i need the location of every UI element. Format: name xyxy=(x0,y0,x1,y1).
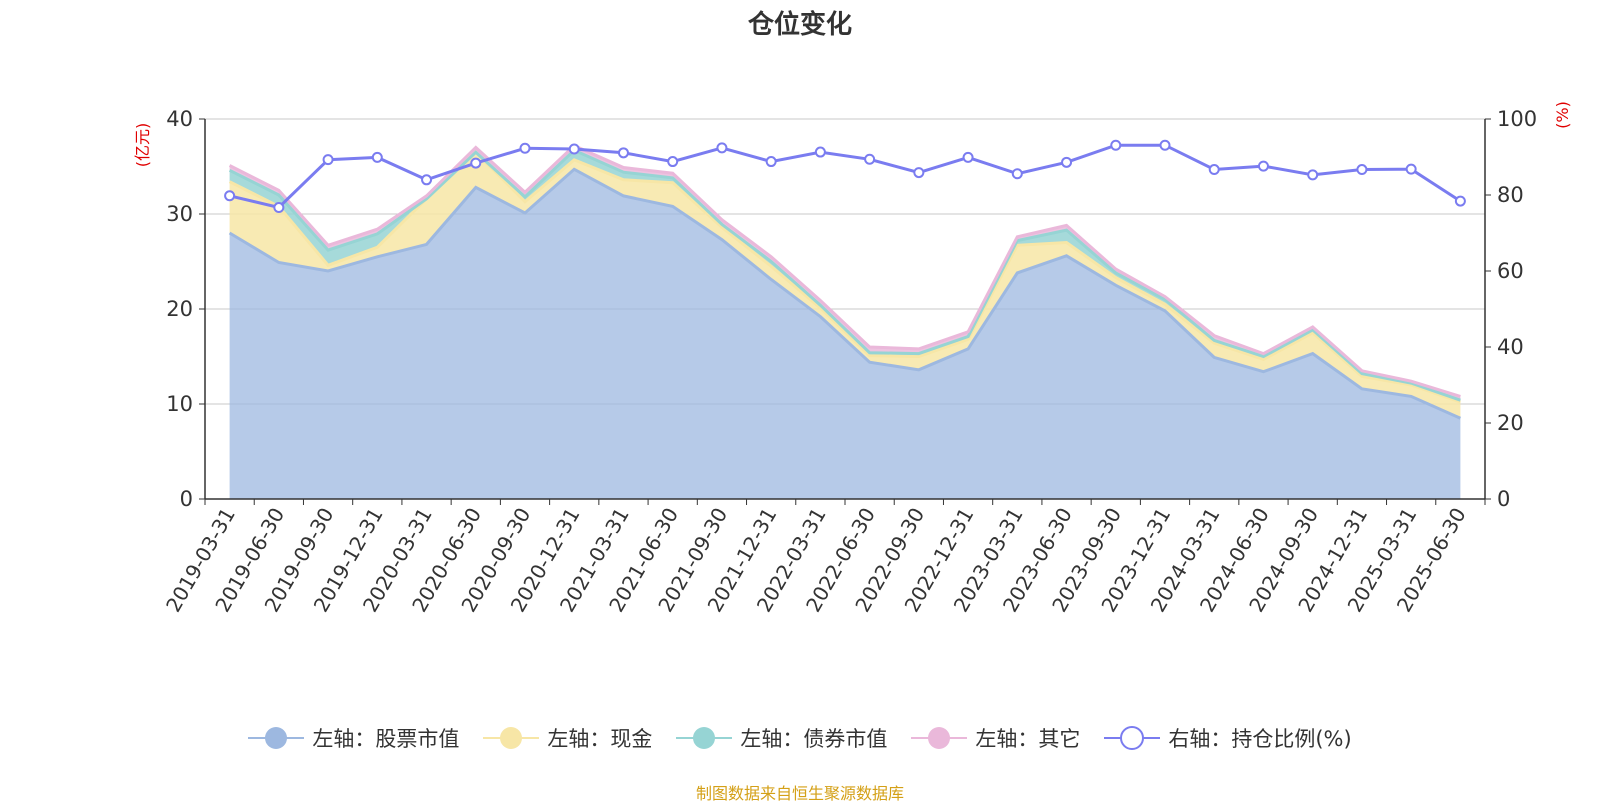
area-0 xyxy=(229,169,1461,500)
legend-label: 左轴：股票市值 xyxy=(312,727,460,751)
chart-title: 仓位变化 xyxy=(747,10,852,40)
right-tick-label: 20 xyxy=(1497,411,1524,435)
left-axis-unit: (亿元) xyxy=(133,123,152,168)
legend-item[interactable]: 左轴：其它 xyxy=(911,723,1080,753)
legend-item[interactable]: 左轴：债券市值 xyxy=(676,723,887,753)
ratio-point xyxy=(1454,195,1466,207)
legend-symbol-icon xyxy=(248,727,305,749)
ratio-line xyxy=(229,143,1462,210)
right-tick-label: 40 xyxy=(1497,335,1524,359)
ratio-point xyxy=(1307,169,1319,181)
ratio-point xyxy=(667,156,679,168)
ratio-point xyxy=(519,142,531,154)
ratio-point xyxy=(617,147,629,159)
ratio-point xyxy=(913,167,925,179)
right-tick-label: 100 xyxy=(1497,107,1537,131)
ratio-point xyxy=(814,146,826,158)
area-edge-0 xyxy=(228,167,1462,420)
ratio-point xyxy=(1061,156,1073,168)
legend-symbol-icon xyxy=(483,727,540,749)
ratio-point xyxy=(470,157,482,169)
right-tick-label: 80 xyxy=(1497,183,1524,207)
legend-item[interactable]: 左轴：现金 xyxy=(483,723,652,753)
line-series xyxy=(224,139,1466,420)
legend: 左轴：股票市值 左轴：现金 左轴：债券市值 左轴：其它 右轴：持仓比例(%) xyxy=(0,723,1600,753)
legend-label: 左轴：债券市值 xyxy=(740,727,888,751)
legend-symbol-icon xyxy=(1104,726,1161,750)
ratio-point xyxy=(864,153,876,165)
ratio-point xyxy=(273,202,285,214)
left-tick-label: 0 xyxy=(180,487,193,511)
left-tick-label: 20 xyxy=(166,297,193,321)
legend-label: 右轴：持仓比例(%) xyxy=(1168,727,1352,751)
ratio-point xyxy=(1011,168,1023,180)
ratio-point xyxy=(962,151,974,163)
left-tick-label: 30 xyxy=(166,202,193,226)
ratio-point xyxy=(716,142,728,154)
ratio-point xyxy=(322,154,334,166)
ratio-point xyxy=(568,143,580,155)
right-axis-unit: (%) xyxy=(1553,101,1572,129)
source-note: 制图数据来自恒生聚源数据库 xyxy=(695,784,904,803)
legend-label: 左轴：其它 xyxy=(975,727,1081,751)
ratio-point xyxy=(1208,164,1220,176)
left-tick-label: 40 xyxy=(166,107,193,131)
legend-item[interactable]: 左轴：股票市值 xyxy=(248,723,459,753)
area-series xyxy=(229,145,1461,500)
chart-plot: 0102030400204060801002019-03-312019-06-3… xyxy=(133,101,1572,616)
ratio-point xyxy=(1356,164,1368,176)
ratio-point xyxy=(1257,160,1269,172)
ratio-point xyxy=(1159,139,1171,151)
ratio-point xyxy=(421,174,433,186)
ratio-point xyxy=(1110,139,1122,151)
left-tick-label: 10 xyxy=(166,392,193,416)
ratio-point xyxy=(371,151,383,163)
right-tick-label: 60 xyxy=(1497,259,1524,283)
area-edge-2 xyxy=(228,148,1461,402)
legend-symbol-icon xyxy=(911,727,968,749)
legend-symbol-icon xyxy=(676,727,733,749)
right-tick-label: 0 xyxy=(1497,487,1510,511)
ratio-point xyxy=(1405,163,1417,175)
legend-label: 左轴：现金 xyxy=(547,727,653,751)
ratio-point xyxy=(224,190,236,202)
legend-item[interactable]: 右轴：持仓比例(%) xyxy=(1104,723,1352,753)
ratio-point xyxy=(765,156,777,168)
area-edge-3 xyxy=(228,143,1461,398)
